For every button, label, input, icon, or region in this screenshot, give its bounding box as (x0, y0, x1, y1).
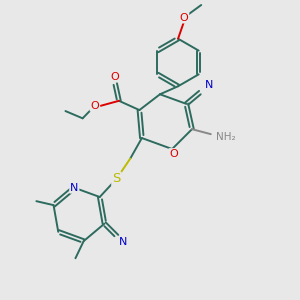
Text: N: N (205, 80, 214, 90)
Text: N: N (70, 183, 79, 193)
Text: O: O (91, 101, 99, 111)
Text: O: O (111, 72, 119, 82)
Text: N: N (118, 237, 127, 247)
Text: O: O (169, 149, 178, 159)
Text: O: O (180, 13, 188, 22)
Text: S: S (112, 172, 121, 185)
Text: NH₂: NH₂ (216, 133, 236, 142)
